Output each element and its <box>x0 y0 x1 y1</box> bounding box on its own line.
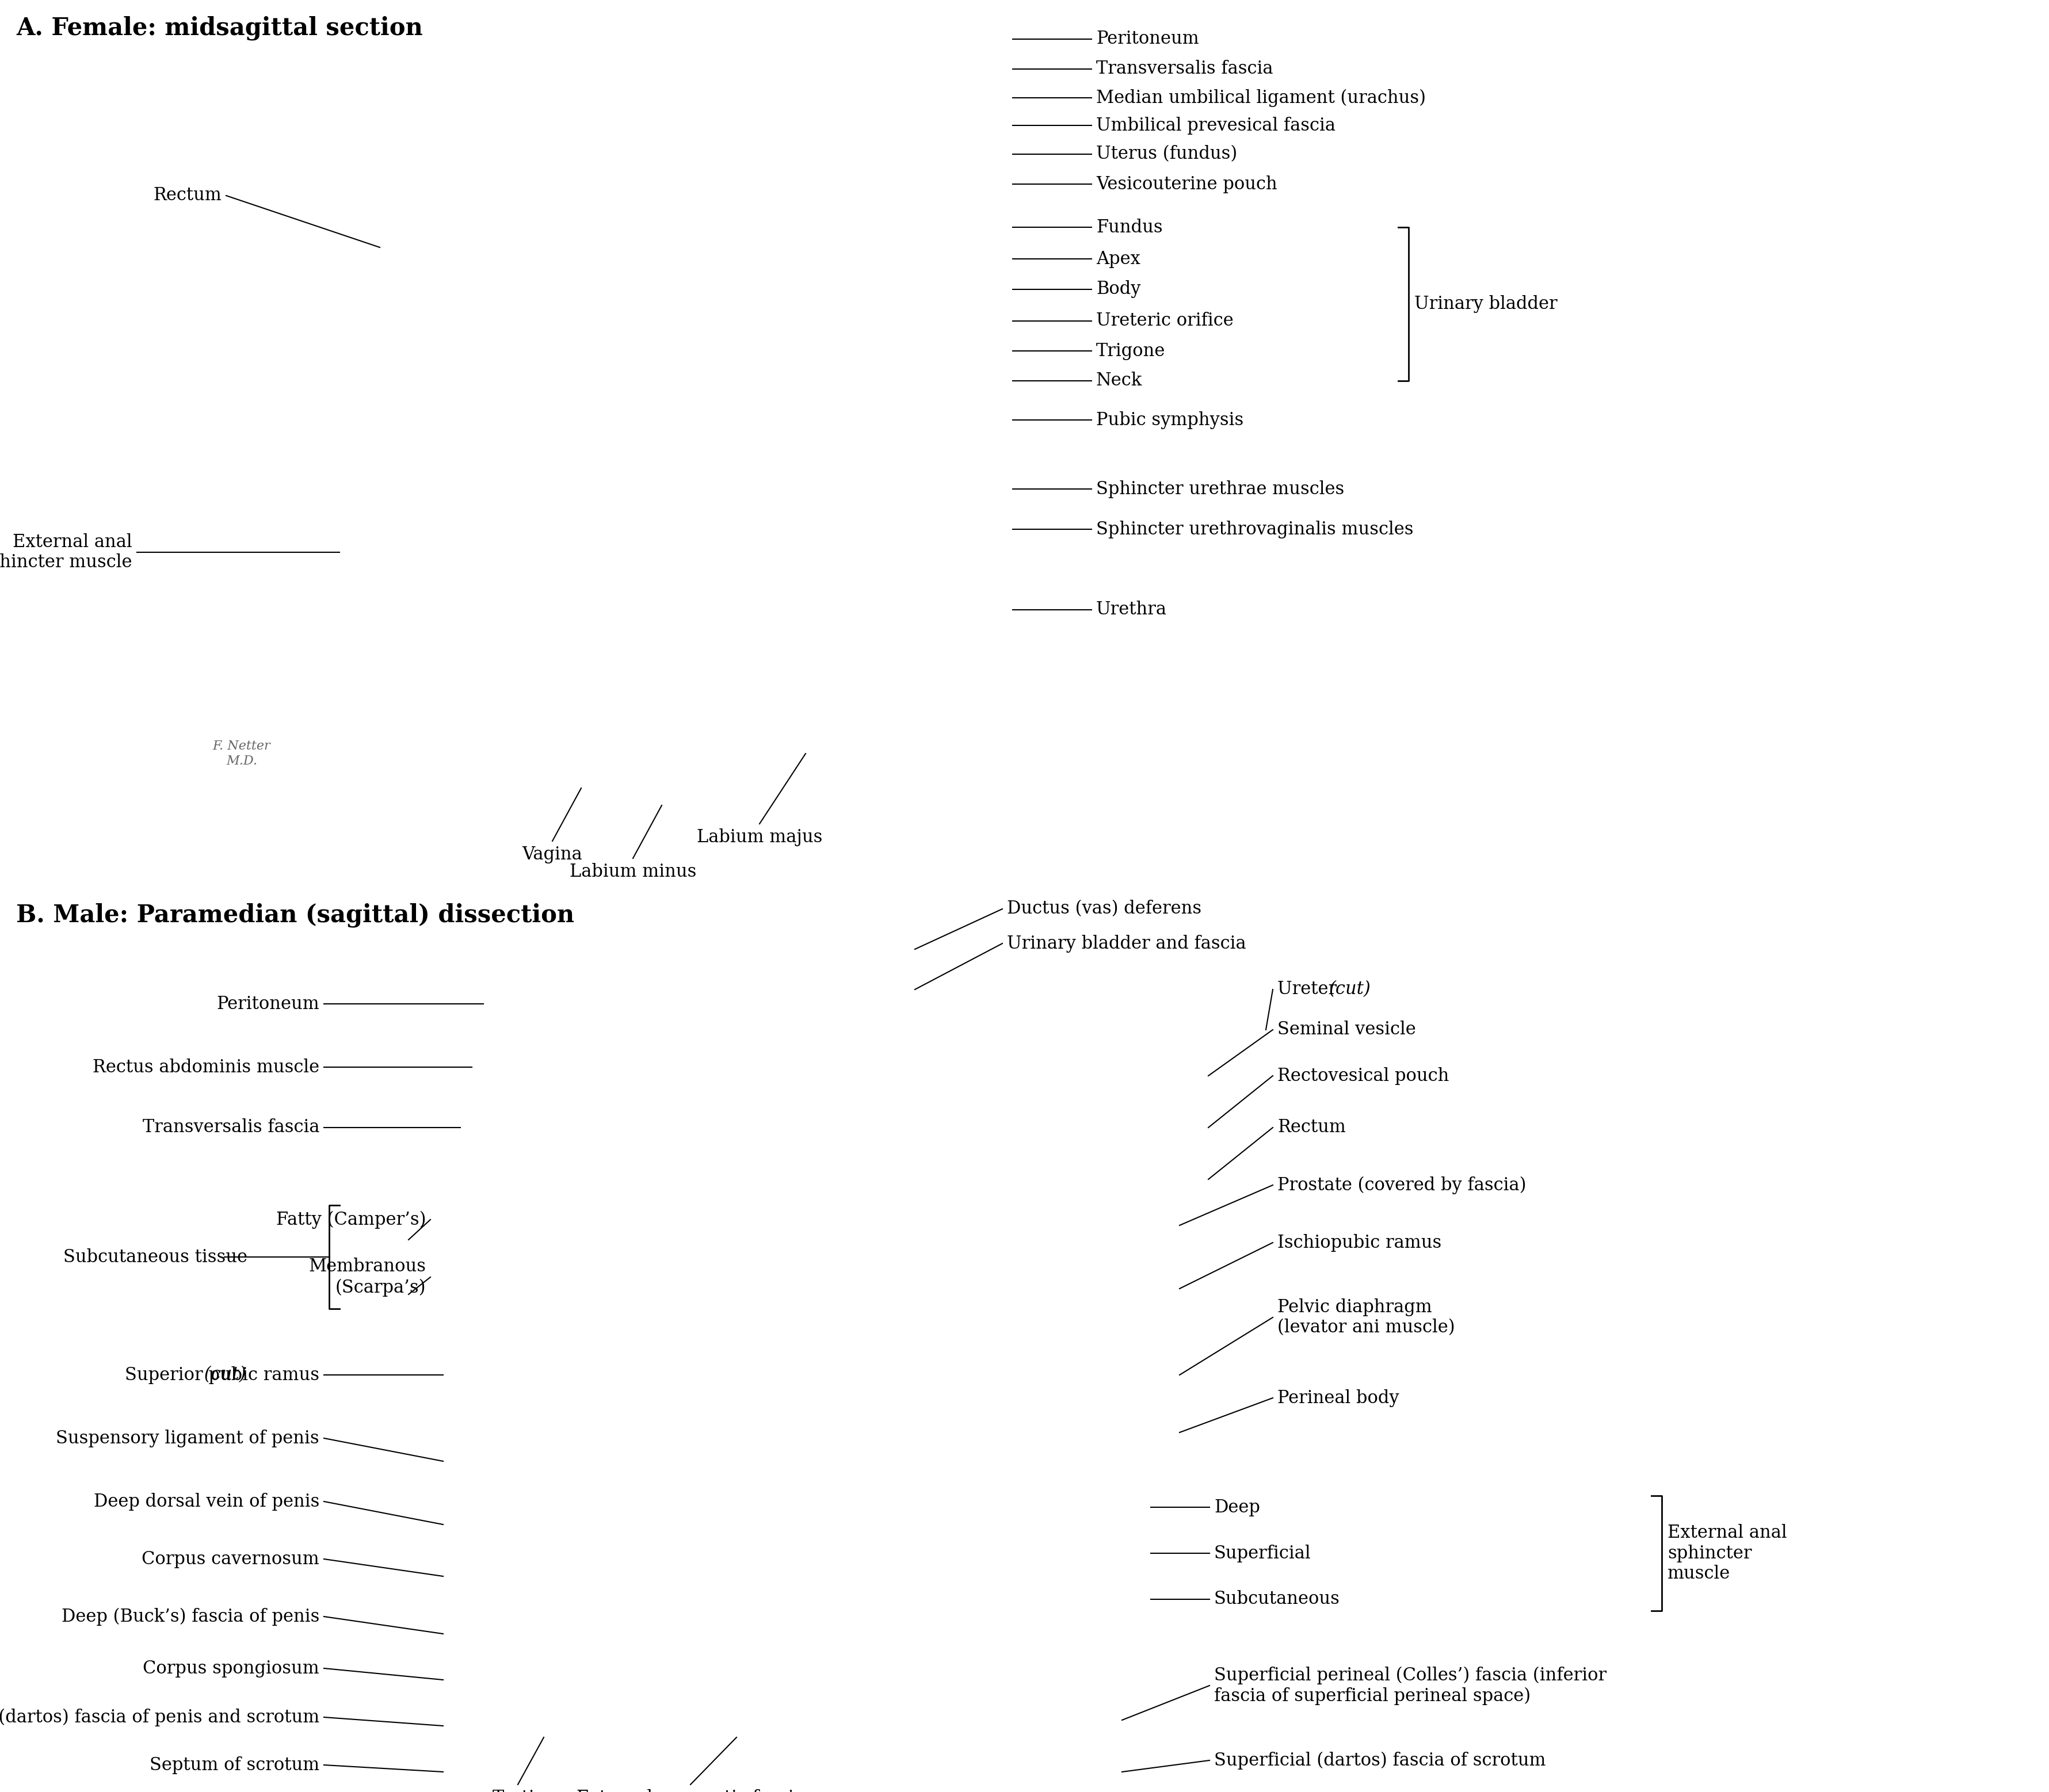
Text: Trigone: Trigone <box>1096 342 1166 360</box>
Text: Superficial perineal (Colles’) fascia (inferior
fascia of superficial perineal s: Superficial perineal (Colles’) fascia (i… <box>1215 1667 1606 1704</box>
Text: External spermatic fascia: External spermatic fascia <box>576 1788 805 1792</box>
Text: Uterus (fundus): Uterus (fundus) <box>1096 145 1238 163</box>
Text: Ductus (vas) deferens: Ductus (vas) deferens <box>1006 900 1201 918</box>
Text: Seminal vesicle: Seminal vesicle <box>1277 1021 1416 1039</box>
Text: Ureter: Ureter <box>1277 980 1342 998</box>
Text: Corpus cavernosum: Corpus cavernosum <box>141 1550 320 1568</box>
Text: Membranous
(Scarpa’s): Membranous (Scarpa’s) <box>309 1258 426 1296</box>
Text: Suspensory ligament of penis: Suspensory ligament of penis <box>55 1430 320 1448</box>
Text: Body: Body <box>1096 281 1141 297</box>
Text: Transversalis fascia: Transversalis fascia <box>1096 61 1272 77</box>
Text: Urinary bladder and fascia: Urinary bladder and fascia <box>1006 935 1246 952</box>
Text: Superficial (dartos) fascia of scrotum: Superficial (dartos) fascia of scrotum <box>1215 1751 1545 1769</box>
Text: Rectum: Rectum <box>154 186 221 204</box>
Text: Labium majus: Labium majus <box>697 828 822 846</box>
Text: Testis: Testis <box>492 1788 543 1792</box>
Text: Sphincter urethrovaginalis muscles: Sphincter urethrovaginalis muscles <box>1096 520 1414 538</box>
Text: Neck: Neck <box>1096 373 1141 389</box>
Text: Sphincter urethrae muscles: Sphincter urethrae muscles <box>1096 480 1344 498</box>
Text: B. Male: Paramedian (sagittal) dissection: B. Male: Paramedian (sagittal) dissectio… <box>16 903 574 928</box>
Text: Ischiopubic ramus: Ischiopubic ramus <box>1277 1233 1442 1251</box>
Text: Ureteric orifice: Ureteric orifice <box>1096 312 1233 330</box>
Text: Transversalis fascia: Transversalis fascia <box>143 1118 320 1136</box>
Text: Superficial: Superficial <box>1215 1545 1311 1563</box>
Text: Vagina: Vagina <box>522 846 582 864</box>
Text: Rectus abdominis muscle: Rectus abdominis muscle <box>92 1059 320 1075</box>
Text: (cut): (cut) <box>1330 980 1371 998</box>
Text: Subcutaneous tissue: Subcutaneous tissue <box>64 1247 248 1265</box>
Text: (cut): (cut) <box>199 1366 246 1383</box>
Text: Subcutaneous: Subcutaneous <box>1215 1590 1340 1607</box>
Text: F. Netter
M.D.: F. Netter M.D. <box>213 740 270 767</box>
Text: Umbilical prevesical fascia: Umbilical prevesical fascia <box>1096 116 1336 134</box>
Text: Urethra: Urethra <box>1096 600 1168 618</box>
Text: Fundus: Fundus <box>1096 219 1162 237</box>
Text: Rectum: Rectum <box>1277 1118 1346 1136</box>
Text: Pelvic diaphragm
(levator ani muscle): Pelvic diaphragm (levator ani muscle) <box>1277 1297 1455 1337</box>
Text: Median umbilical ligament (urachus): Median umbilical ligament (urachus) <box>1096 90 1426 108</box>
Text: External anal
sphincter
muscle: External anal sphincter muscle <box>1668 1523 1787 1582</box>
Text: Deep dorsal vein of penis: Deep dorsal vein of penis <box>94 1493 320 1511</box>
Text: Rectovesical pouch: Rectovesical pouch <box>1277 1066 1449 1084</box>
Text: Urinary bladder: Urinary bladder <box>1414 296 1557 314</box>
Text: Deep: Deep <box>1215 1498 1260 1516</box>
Text: Fatty (Camper’s): Fatty (Camper’s) <box>277 1211 426 1229</box>
Text: Superior pubic ramus: Superior pubic ramus <box>125 1366 320 1383</box>
Text: Deep (Buck’s) fascia of penis: Deep (Buck’s) fascia of penis <box>61 1607 320 1625</box>
Text: Prostate (covered by fascia): Prostate (covered by fascia) <box>1277 1176 1527 1193</box>
Text: External anal
sphincter muscle: External anal sphincter muscle <box>0 532 133 572</box>
Text: Labium minus: Labium minus <box>570 864 697 880</box>
Text: Corpus spongiosum: Corpus spongiosum <box>143 1659 320 1677</box>
Text: A. Female: midsagittal section: A. Female: midsagittal section <box>16 16 422 41</box>
Text: Pubic symphysis: Pubic symphysis <box>1096 410 1244 428</box>
Text: Peritoneum: Peritoneum <box>1096 30 1199 48</box>
Text: Peritoneum: Peritoneum <box>217 995 320 1012</box>
Text: Apex: Apex <box>1096 249 1141 267</box>
Text: Vesicouterine pouch: Vesicouterine pouch <box>1096 176 1277 194</box>
Text: Superficial (dartos) fascia of penis and scrotum: Superficial (dartos) fascia of penis and… <box>0 1708 320 1726</box>
Text: Perineal body: Perineal body <box>1277 1389 1399 1407</box>
Text: Septum of scrotum: Septum of scrotum <box>150 1756 320 1774</box>
